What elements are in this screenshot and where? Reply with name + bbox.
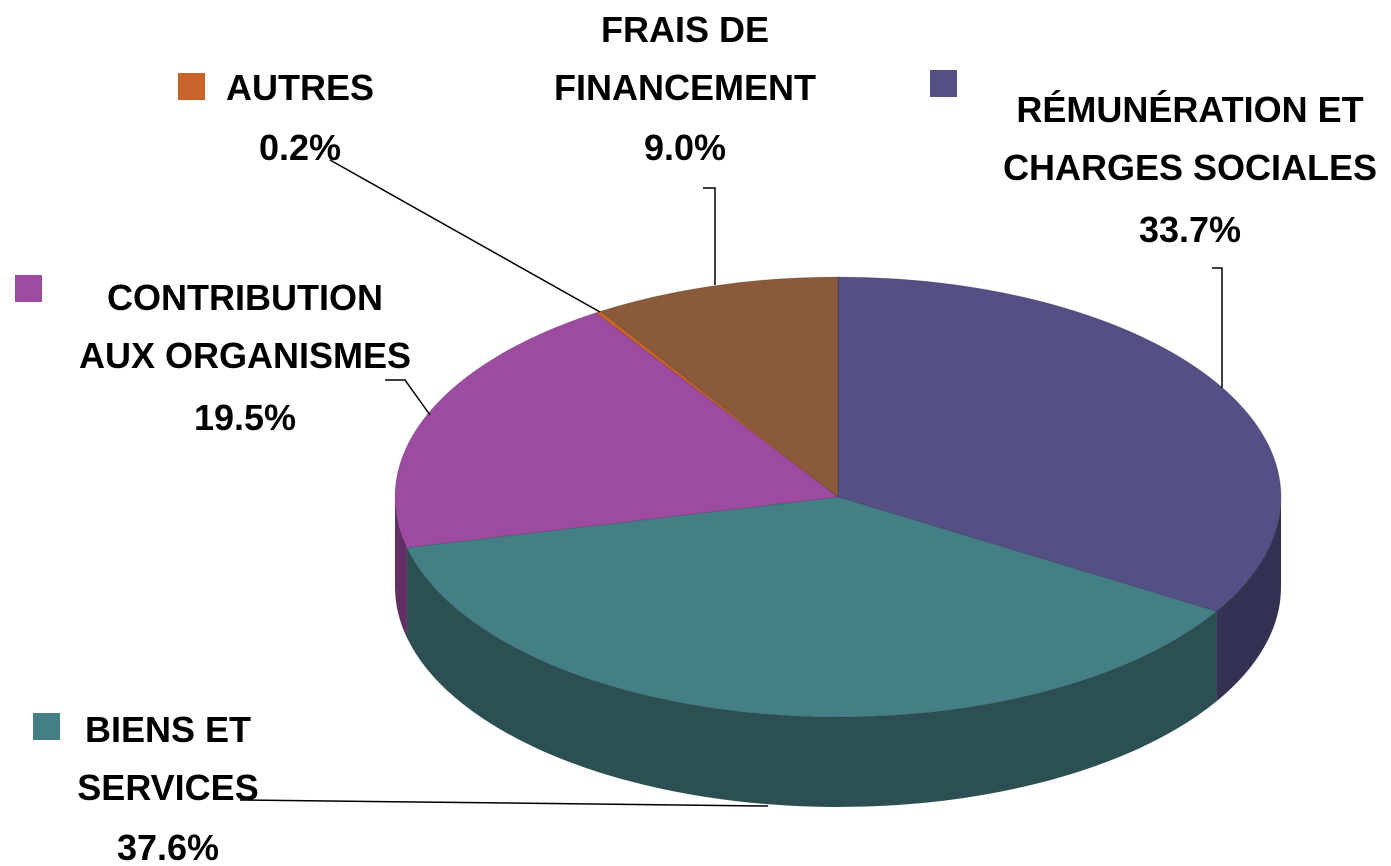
value-label: 9.0% [643,127,727,168]
category-label: RÉMUNÉRATION ET CHARGES SOCIALES [1002,89,1378,188]
value-label: 19.5% [193,397,297,438]
value-label: 33.7% [1138,209,1242,250]
value-label: 0.2% [258,127,342,168]
leader-line [239,799,769,807]
leader-line [703,187,716,285]
slice [594,310,839,498]
legend-swatch [33,713,60,740]
leader-line [329,159,601,313]
leader-line [1212,267,1223,388]
slice-side [406,547,1217,807]
category-label: CONTRIBUTION AUX ORGANISMES [78,277,412,376]
slice [406,496,1218,718]
category-label: FRAIS DE FINANCEMENT [554,9,816,108]
legend-swatch [930,70,957,97]
value-label: 37.6% [116,827,220,866]
category-label: BIENS ET SERVICES [77,709,259,808]
slice [599,276,839,499]
slice-side [1216,497,1281,702]
legend-swatch [15,275,42,302]
leader-line [385,379,431,416]
category-label: AUTRES [225,67,375,108]
slice-side [395,497,407,638]
slice [394,312,840,549]
slice [837,276,1282,612]
legend-swatch [178,73,205,100]
